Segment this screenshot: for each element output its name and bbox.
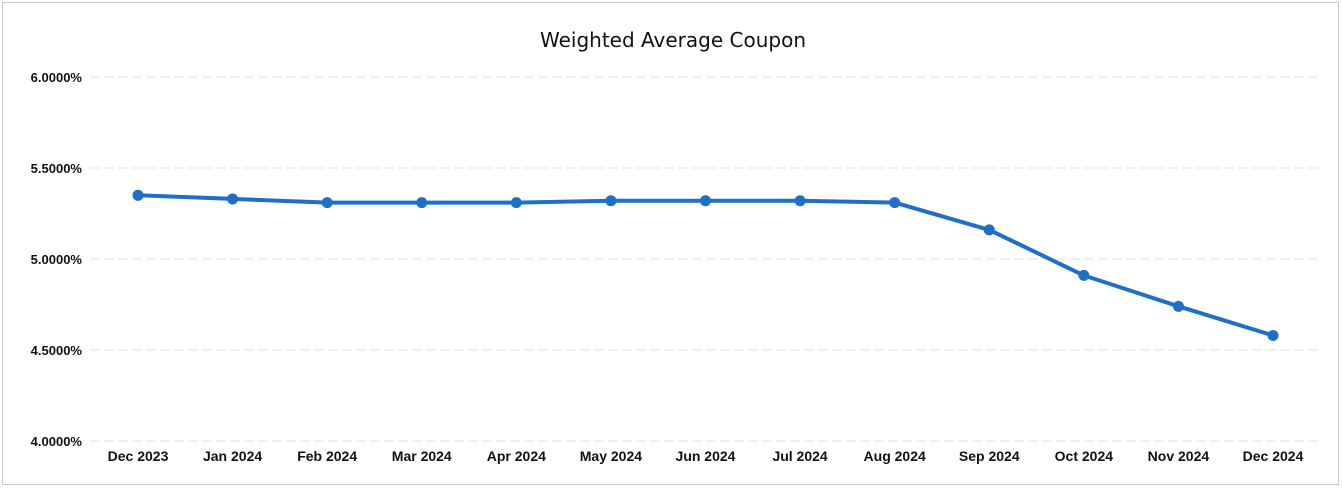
x-tick-label: Jun 2024 [676, 448, 736, 464]
series-line [136, 193, 1275, 338]
data-point [794, 195, 806, 207]
series-layer [132, 189, 1279, 341]
y-axis-tick-labels: 4.0000% 4.5000% 5.0000% 5.5000% 6.0000% [31, 70, 83, 449]
y-tick-label: 6.0000% [31, 70, 83, 85]
data-point [321, 197, 333, 209]
chart-title: Weighted Average Coupon [540, 28, 806, 52]
gridlines [90, 76, 1318, 442]
y-tick-label: 4.0000% [31, 434, 83, 449]
data-point [983, 224, 995, 236]
x-axis-tick-labels: Dec 2023 Jan 2024 Feb 2024 Mar 2024 Apr 2024… [108, 448, 1304, 464]
x-tick-label: Sep 2024 [959, 448, 1020, 464]
data-point [700, 195, 711, 207]
data-point [1172, 300, 1184, 312]
x-tick-label: Apr 2024 [487, 448, 546, 464]
data-point [889, 197, 901, 209]
x-tick-label: Dec 2023 [108, 448, 169, 464]
data-point [1267, 329, 1279, 341]
data-point [605, 195, 617, 207]
data-point [1078, 269, 1090, 281]
x-tick-label: Jul 2024 [772, 448, 827, 464]
x-tick-label: Jan 2024 [203, 448, 262, 464]
x-tick-label: Nov 2024 [1148, 448, 1210, 464]
y-tick-label: 4.5000% [31, 343, 83, 358]
data-point [227, 193, 239, 205]
data-point [510, 197, 522, 209]
x-tick-label: May 2024 [580, 448, 642, 464]
x-tick-label: Feb 2024 [297, 448, 357, 464]
x-tick-label: Dec 2024 [1243, 448, 1304, 464]
y-tick-label: 5.0000% [31, 252, 83, 267]
x-tick-label: Mar 2024 [392, 448, 452, 464]
x-tick-label: Aug 2024 [864, 448, 926, 464]
data-point [416, 197, 428, 209]
data-point [132, 189, 144, 201]
x-tick-label: Oct 2024 [1055, 448, 1114, 464]
y-tick-label: 5.5000% [31, 161, 83, 176]
